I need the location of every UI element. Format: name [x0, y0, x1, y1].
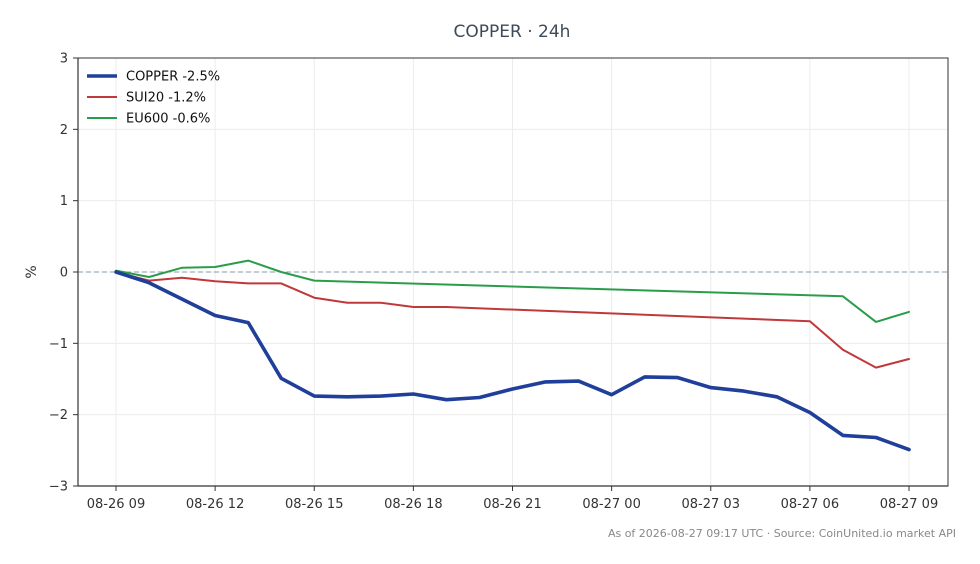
legend: COPPER -2.5% SUI20 -1.2% EU600 -0.6% [87, 70, 220, 127]
x-axis-ticks: 08-26 09 08-26 12 08-26 15 08-26 18 08-26 21… [87, 486, 938, 512]
x-tick-label: 08-26 21 [483, 497, 541, 512]
series-line-2 [115, 271, 910, 369]
x-tick-label: 08-27 06 [781, 497, 839, 512]
x-tick-label: 08-26 18 [384, 497, 442, 512]
x-tick-label: 08-27 09 [880, 497, 938, 512]
y-axis-label: % [24, 265, 40, 278]
y-tick-label: 2 [60, 123, 68, 138]
y-tick-label: 1 [60, 194, 68, 209]
legend-entry-3: EU600 -0.6% [126, 112, 210, 127]
legend-entry-1: COPPER -2.5% [126, 70, 220, 85]
x-tick-label: 08-26 15 [285, 497, 343, 512]
chart-title: COPPER · 24h [454, 22, 571, 42]
series-line-3 [115, 259, 910, 323]
x-tick-label: 08-27 00 [582, 497, 640, 512]
y-tick-label: −3 [49, 480, 68, 495]
y-tick-label: 0 [60, 266, 68, 281]
x-tick-label: 08-27 03 [682, 497, 740, 512]
source-footer: As of 2026-08-27 09:17 UTC · Source: Coi… [608, 527, 956, 540]
series-line-1 [114, 270, 911, 452]
y-axis-ticks: 3 2 1 0 −1 −2 −3 [49, 52, 78, 495]
y-tick-label: −1 [49, 337, 68, 352]
x-tick-label: 08-26 09 [87, 497, 145, 512]
y-tick-label: 3 [60, 52, 68, 67]
legend-entry-2: SUI20 -1.2% [126, 91, 206, 106]
y-tick-label: −2 [49, 408, 68, 423]
series-lines [114, 259, 911, 452]
x-tick-label: 08-26 12 [186, 497, 244, 512]
